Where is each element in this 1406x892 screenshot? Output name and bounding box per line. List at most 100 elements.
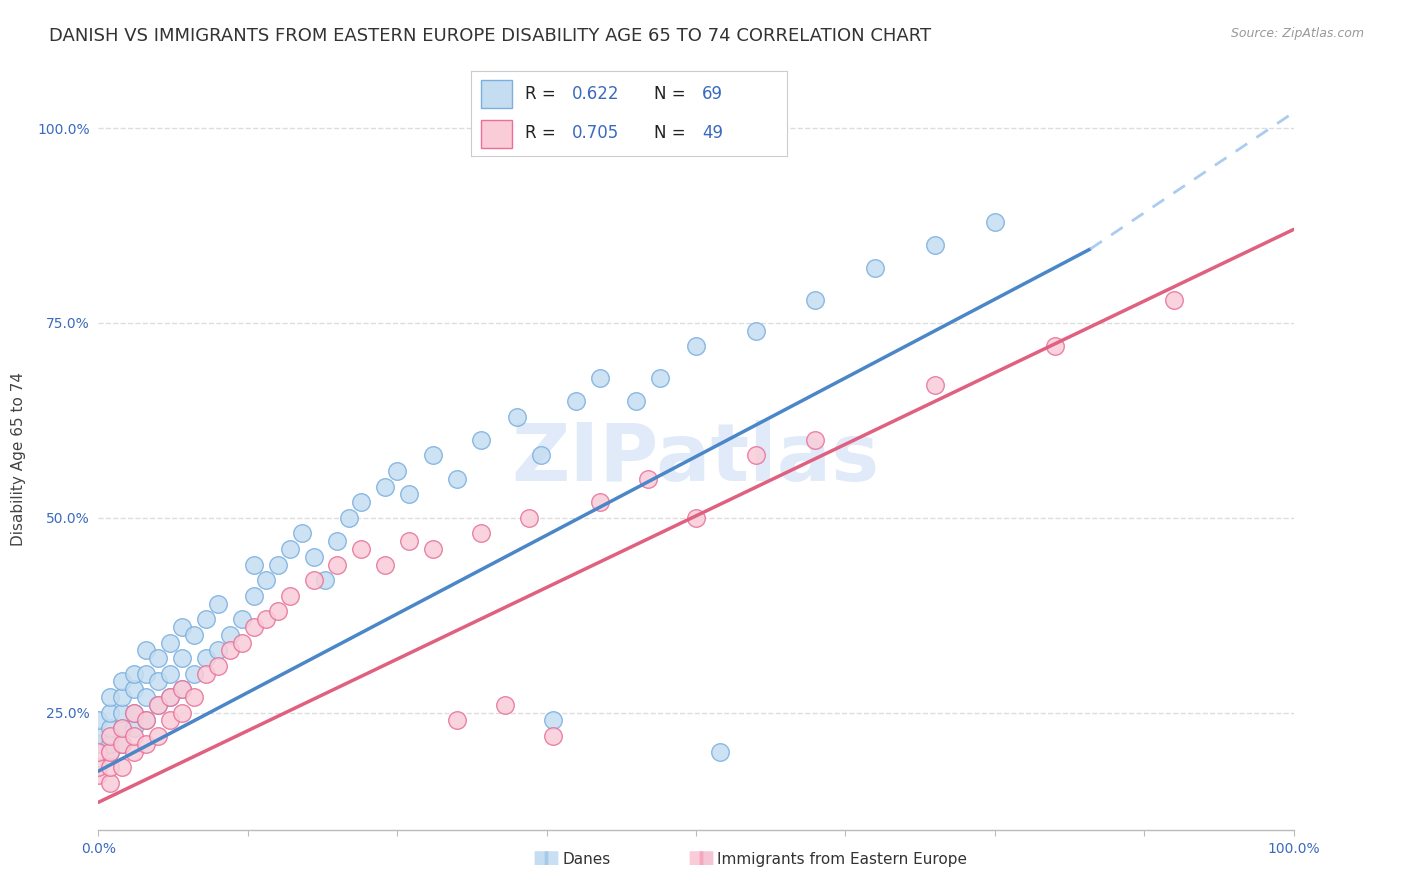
Point [172, 651, 194, 665]
Point [159, 635, 181, 649]
Point [745, 324, 768, 338]
Point [648, 370, 672, 384]
Point [494, 698, 516, 712]
Point [278, 541, 301, 556]
Point [195, 651, 218, 665]
Text: ■: ■ [697, 849, 714, 867]
Text: Danes: Danes [562, 852, 610, 867]
Point [111, 737, 134, 751]
Point [350, 495, 373, 509]
Point [685, 339, 707, 353]
Point [626, 393, 648, 408]
Point [398, 534, 420, 549]
Text: ZIPatlas: ZIPatlas [512, 420, 880, 499]
Point [159, 690, 181, 704]
Point [98, 745, 122, 759]
Point [207, 643, 229, 657]
Point [87, 737, 110, 751]
Point [87, 729, 110, 743]
Point [98, 706, 122, 720]
Point [135, 666, 157, 681]
Point [231, 635, 253, 649]
Point [172, 620, 194, 634]
Point [637, 472, 659, 486]
Text: Immigrants from Eastern Europe: Immigrants from Eastern Europe [717, 852, 967, 867]
Point [219, 643, 242, 657]
Point [291, 526, 314, 541]
Point [111, 760, 134, 774]
Point [804, 293, 827, 307]
Point [124, 729, 146, 743]
Point [172, 706, 194, 720]
Point [111, 706, 134, 720]
Point [124, 666, 146, 681]
Point [159, 666, 181, 681]
Point [924, 378, 946, 392]
Text: 0.622: 0.622 [572, 86, 620, 103]
Point [183, 666, 205, 681]
Point [111, 721, 134, 735]
Point [148, 698, 170, 712]
Point [148, 729, 170, 743]
Point [374, 480, 396, 494]
Point [98, 729, 122, 743]
Point [111, 737, 134, 751]
Point [243, 620, 266, 634]
Point [267, 558, 290, 572]
Point [183, 690, 205, 704]
Point [350, 541, 373, 556]
Bar [481, 120, 512, 147]
Point [339, 511, 361, 525]
Point [135, 714, 157, 728]
Text: 0.705: 0.705 [572, 124, 620, 142]
Text: N =: N = [655, 86, 692, 103]
Point [385, 464, 409, 478]
Point [87, 760, 110, 774]
Point [243, 589, 266, 603]
Point [98, 737, 122, 751]
Y-axis label: Disability Age 65 to 74: Disability Age 65 to 74 [11, 372, 27, 547]
Text: R =: R = [524, 86, 561, 103]
Point [422, 449, 444, 463]
Point [326, 534, 349, 549]
Text: R =: R = [524, 124, 561, 142]
Point [278, 589, 301, 603]
Point [243, 558, 266, 572]
Point [804, 433, 827, 447]
Point [98, 690, 122, 704]
Point [530, 449, 553, 463]
Point [446, 714, 468, 728]
Point [374, 558, 396, 572]
Point [745, 449, 768, 463]
Point [135, 643, 157, 657]
Point [446, 472, 468, 486]
Point [148, 651, 170, 665]
Point [159, 714, 181, 728]
Point [685, 511, 707, 525]
Point [124, 682, 146, 697]
Point [422, 541, 444, 556]
Point [183, 628, 205, 642]
Point [195, 612, 218, 626]
Point [267, 604, 290, 618]
Point [541, 729, 564, 743]
Point [589, 495, 612, 509]
Point [111, 690, 134, 704]
Point [98, 760, 122, 774]
Text: DANISH VS IMMIGRANTS FROM EASTERN EUROPE DISABILITY AGE 65 TO 74 CORRELATION CHA: DANISH VS IMMIGRANTS FROM EASTERN EUROPE… [49, 27, 931, 45]
Point [135, 737, 157, 751]
Point [315, 573, 337, 587]
Text: 49: 49 [702, 124, 723, 142]
Point [541, 714, 564, 728]
Point [87, 768, 110, 782]
Point [124, 706, 146, 720]
Point [254, 573, 277, 587]
Point [254, 612, 277, 626]
Point [207, 597, 229, 611]
Point [195, 666, 218, 681]
Point [172, 682, 194, 697]
Point [207, 659, 229, 673]
Bar [481, 80, 512, 108]
Point [87, 714, 110, 728]
Point [124, 706, 146, 720]
